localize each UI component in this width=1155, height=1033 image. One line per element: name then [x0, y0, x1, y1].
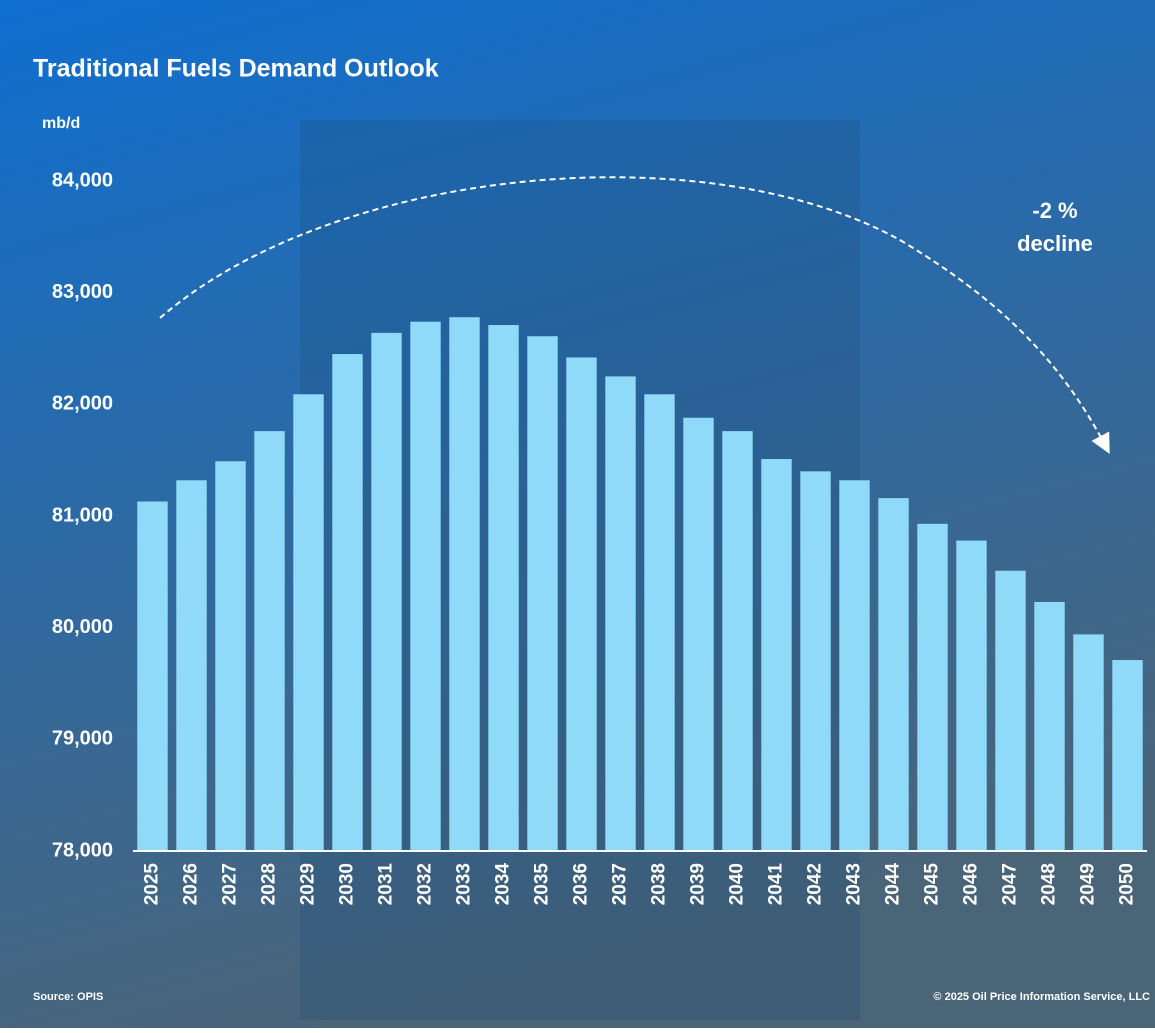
x-tick-label: 2031	[376, 863, 397, 906]
copyright-note: © 2025 Oil Price Information Service, LL…	[933, 991, 1150, 1003]
bar	[761, 459, 792, 851]
bar	[137, 501, 168, 851]
bar	[371, 332, 402, 851]
trend-arrow	[159, 176, 1110, 454]
bar	[995, 570, 1026, 851]
x-tick-label: 2034	[493, 863, 514, 906]
x-tick-label: 2039	[688, 863, 709, 905]
bar	[917, 523, 948, 851]
bar	[956, 540, 987, 851]
x-tick-label: 2026	[181, 863, 202, 905]
bar	[722, 431, 753, 851]
y-axis-label: mb/d	[42, 115, 80, 132]
x-tick-label: 2045	[922, 863, 943, 906]
x-tick-label: 2049	[1078, 863, 1099, 905]
source-note: Source: OPIS	[33, 991, 103, 1003]
y-tick-label: 78,000	[52, 839, 113, 861]
x-tick-label: 2030	[337, 863, 358, 905]
bar	[293, 394, 324, 851]
chart-title: Traditional Fuels Demand Outlook	[33, 55, 439, 83]
y-tick-label: 81,000	[52, 504, 113, 526]
x-tick-label: 2040	[727, 863, 748, 905]
bar	[1073, 634, 1104, 851]
annotation: decline	[1017, 231, 1093, 256]
bar	[176, 480, 207, 851]
x-tick-label: 2042	[805, 863, 826, 905]
x-tick-label: 2033	[454, 863, 475, 905]
x-tick-label: 2032	[415, 863, 436, 905]
x-tick-label: 2037	[610, 863, 631, 905]
y-tick-label: 84,000	[52, 169, 113, 191]
x-tick-label: 2041	[766, 863, 787, 906]
y-tick-label: 83,000	[52, 281, 113, 303]
y-tick-label: 79,000	[52, 728, 113, 750]
annotation: -2 %	[1032, 198, 1077, 223]
bar	[488, 325, 519, 851]
bar	[1112, 660, 1143, 851]
bar	[683, 417, 714, 851]
bar	[1034, 601, 1065, 851]
bar	[605, 376, 636, 851]
x-tick-label: 2036	[571, 863, 592, 905]
x-tick-label: 2050	[1117, 863, 1138, 905]
bar	[527, 336, 558, 851]
x-tick-label: 2043	[844, 863, 865, 905]
x-tick-label: 2035	[532, 863, 553, 906]
x-tick-label: 2029	[298, 863, 319, 905]
bar	[254, 431, 285, 851]
x-tick-label: 2028	[259, 863, 280, 905]
x-tick-label: 2048	[1039, 863, 1060, 905]
bar	[800, 471, 831, 851]
bar	[644, 394, 675, 851]
x-tick-label: 2025	[142, 863, 163, 906]
bar	[215, 461, 246, 851]
bar	[839, 480, 870, 851]
x-tick-label: 2044	[883, 863, 904, 906]
x-tick-label: 2047	[1000, 863, 1021, 905]
bar	[410, 321, 441, 851]
x-tick-label: 2046	[961, 863, 982, 905]
y-tick-label: 82,000	[52, 393, 113, 415]
x-tick-label: 2038	[649, 863, 670, 905]
bar	[878, 498, 909, 851]
bar	[332, 354, 363, 851]
x-tick-label: 2027	[220, 863, 241, 905]
y-tick-label: 80,000	[52, 616, 113, 638]
bar	[449, 317, 480, 851]
bar	[566, 357, 597, 851]
